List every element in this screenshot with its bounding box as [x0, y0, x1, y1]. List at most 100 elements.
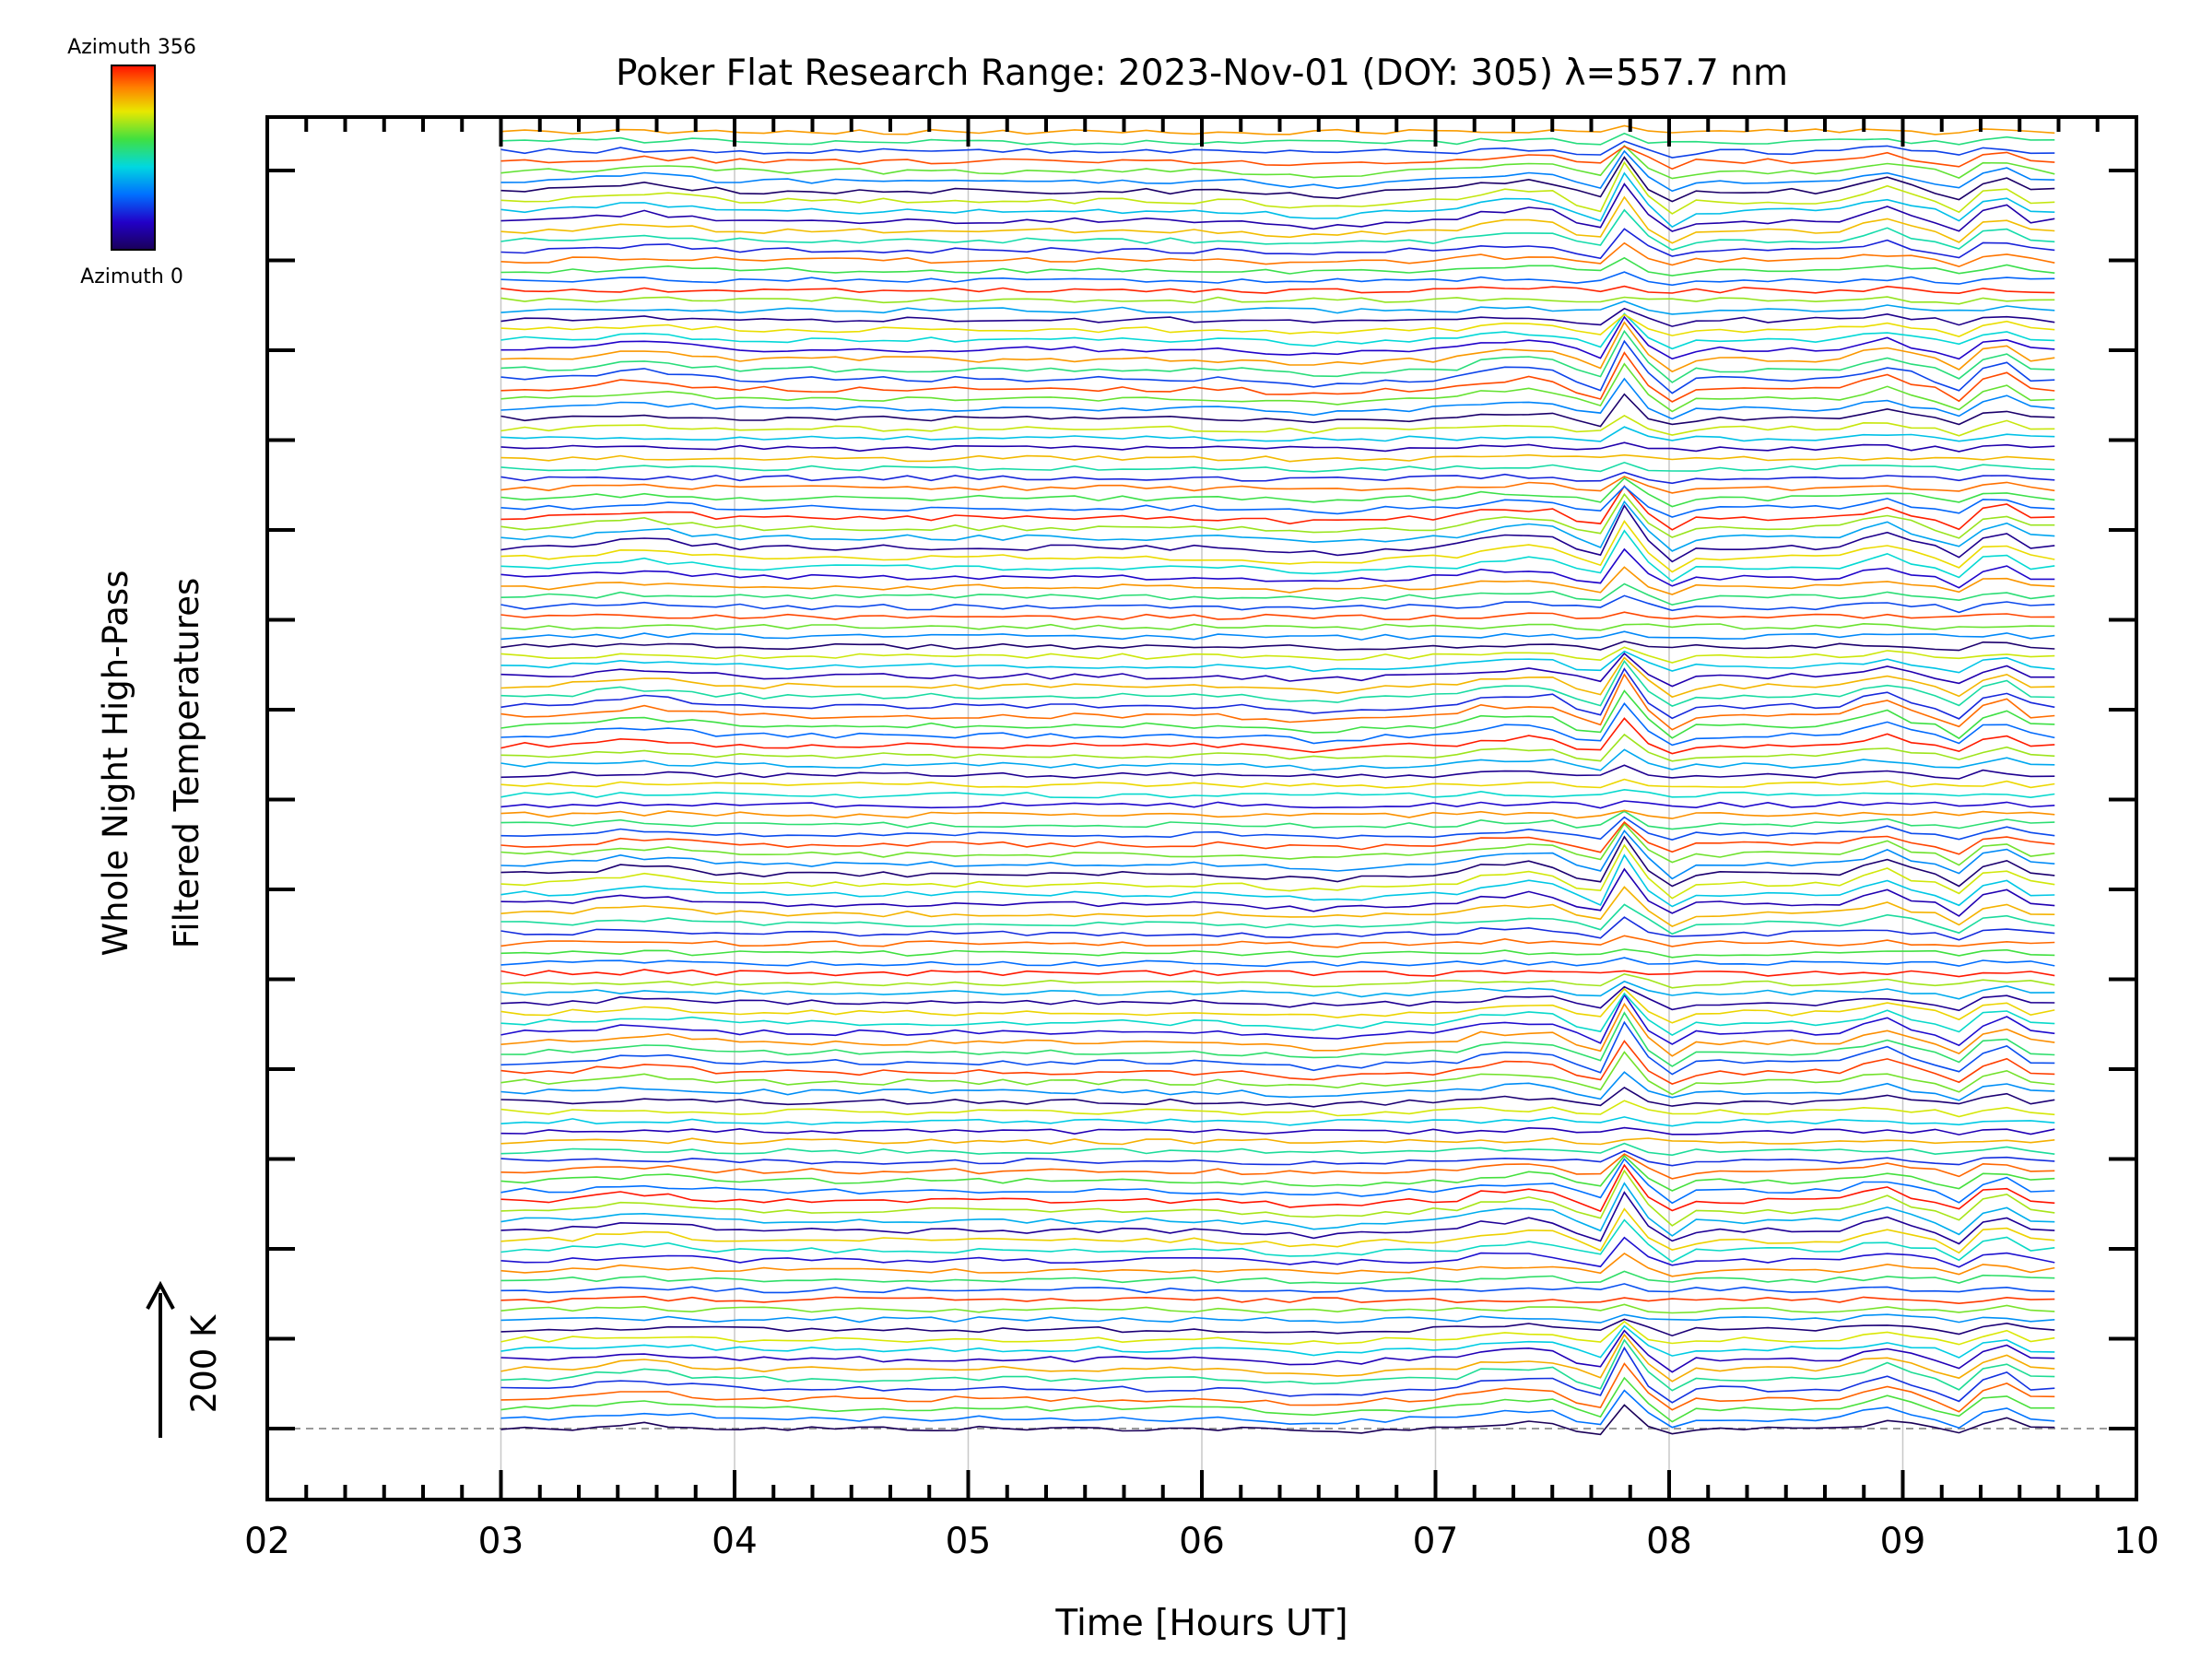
series-line [500, 594, 2055, 614]
series-line [500, 145, 2055, 171]
series-line [500, 1158, 2055, 1205]
series-line [500, 520, 2055, 573]
series-line [500, 312, 2055, 350]
series-line [500, 582, 2055, 606]
series-line [500, 426, 2055, 442]
series-line [500, 441, 2055, 453]
series-line [500, 1191, 2055, 1245]
series-line [500, 957, 2055, 968]
scale-bar-label: 200 K [184, 1313, 224, 1413]
series-line [500, 748, 2055, 771]
series-line [500, 830, 2055, 880]
series-line [500, 788, 2055, 799]
series-line [500, 471, 2055, 485]
series-line [500, 504, 2055, 563]
x-tick-label: 07 [1413, 1521, 1459, 1562]
series-line [500, 1182, 2055, 1237]
series-line [500, 652, 2055, 688]
series-line [500, 1051, 2055, 1096]
series-line [500, 1153, 2055, 1180]
series-line [500, 1313, 2055, 1324]
series-line [500, 1040, 2055, 1085]
series-line [500, 1303, 2055, 1314]
x-tick-label: 09 [1880, 1521, 1926, 1562]
series-line [500, 377, 2055, 420]
x-axis-label: Time [Hours UT] [1054, 1603, 1347, 1644]
series-line [500, 972, 2055, 989]
series-line [500, 1376, 2055, 1423]
x-tick-label: 02 [244, 1521, 290, 1562]
series-line [500, 461, 2055, 473]
series-line [500, 171, 2055, 229]
colorbar-gradient [111, 65, 156, 251]
series-line [500, 1071, 2055, 1101]
series-line [500, 1346, 2055, 1404]
series-line [500, 867, 2055, 917]
series-line [500, 228, 2055, 260]
series-line [500, 1333, 2055, 1382]
series-line [500, 124, 2055, 135]
series-line [500, 903, 2055, 935]
series-line [500, 315, 2055, 360]
series-line [500, 485, 2055, 518]
series-line [500, 1236, 2055, 1268]
series-line [500, 285, 2055, 295]
series-line [500, 1011, 2055, 1067]
series-line [500, 500, 2055, 552]
series-line [500, 1283, 2055, 1294]
series-line [500, 993, 2055, 1047]
series-line [500, 1149, 2055, 1167]
series-line [500, 822, 2055, 866]
series-line [500, 307, 2055, 327]
series-line [500, 566, 2055, 595]
series-line [500, 650, 2055, 674]
series-line [500, 296, 2055, 305]
x-tick-label: 05 [946, 1521, 992, 1562]
series-line [500, 1137, 2055, 1146]
y-axis-label: Whole Night High-Pass Filtered Temperatu… [96, 571, 206, 957]
colorbar: Azimuth 356 Azimuth 0 [67, 36, 196, 288]
series-line [500, 140, 2055, 159]
series-line [500, 476, 2055, 494]
series-line [500, 313, 2055, 337]
series-line [500, 1329, 2055, 1373]
series-line [500, 477, 2055, 508]
series-line [500, 1218, 2055, 1263]
series-line [500, 816, 2055, 841]
series-line [500, 1362, 2055, 1413]
series-line [500, 1002, 2055, 1057]
series-line [500, 1338, 2055, 1392]
series-line [500, 1295, 2055, 1305]
series-line [500, 1270, 2055, 1285]
series-line [500, 853, 2055, 908]
series-line [500, 160, 2055, 215]
series-line [500, 916, 2055, 941]
series-line [500, 641, 2055, 652]
x-tick-label: 08 [1646, 1521, 1692, 1562]
scale-bar: 200 K [146, 1280, 224, 1438]
series-line [500, 701, 2055, 747]
colorbar-max-label: Azimuth 356 [67, 36, 196, 59]
y-axis-label-line1: Whole Night High-Pass [96, 571, 135, 957]
series-line [500, 414, 2055, 437]
series-line [500, 800, 2055, 809]
series-line [500, 1126, 2055, 1135]
series-line [500, 646, 2055, 664]
series-line [500, 992, 2055, 1037]
series-line [500, 1100, 2055, 1118]
x-tick-label: 03 [478, 1521, 524, 1562]
series-line [500, 329, 2055, 383]
series-line [500, 144, 2055, 180]
series-line [500, 809, 2055, 819]
series-line [500, 659, 2055, 707]
series-line [500, 656, 2055, 699]
chart-title: Poker Flat Research Range: 2023-Nov-01 (… [616, 53, 1788, 94]
series-line [500, 492, 2055, 539]
series-line [500, 764, 2055, 780]
series-line [500, 1020, 2055, 1076]
x-tick-label: 10 [2113, 1521, 2159, 1562]
series-line [500, 182, 2055, 232]
series-line [500, 948, 2055, 959]
series-line [500, 547, 2055, 589]
